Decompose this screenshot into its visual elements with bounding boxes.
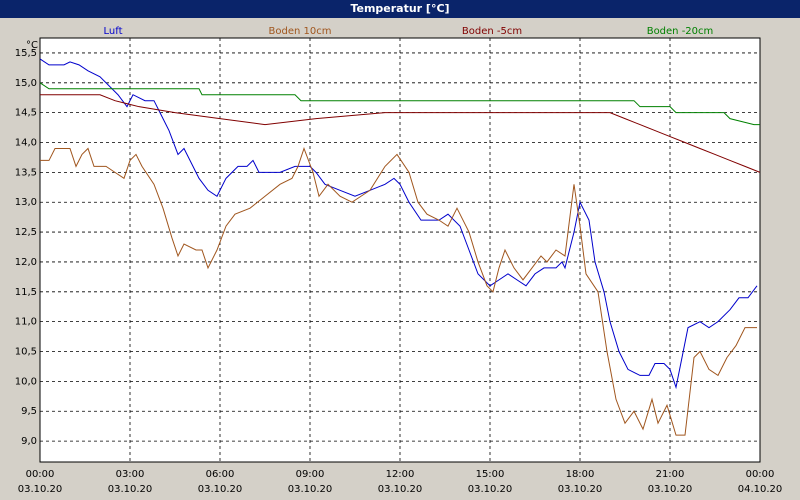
- legend-entry: Boden 10cm: [269, 26, 332, 37]
- x-tick-date: 03.10.20: [558, 484, 603, 495]
- y-tick-label: 10,0: [15, 376, 37, 387]
- series-line: [40, 146, 757, 436]
- x-tick-date: 03.10.20: [378, 484, 423, 495]
- y-tick-label: 10,5: [15, 347, 37, 358]
- chart-title: Temperatur [°C]: [350, 2, 449, 15]
- x-tick-label: 00:00: [746, 469, 775, 480]
- x-tick-label: 21:00: [656, 469, 685, 480]
- x-tick-date: 03.10.20: [648, 484, 693, 495]
- y-tick-label: 12,0: [15, 257, 37, 268]
- series-line: [40, 94, 761, 173]
- x-tick-label: 00:00: [26, 469, 55, 480]
- y-unit: °C: [26, 40, 38, 51]
- y-tick-label: 15,5: [15, 48, 37, 59]
- y-tick-label: 12,5: [15, 227, 37, 238]
- y-tick-label: 13,5: [15, 167, 37, 178]
- y-tick-label: 9,0: [21, 436, 37, 447]
- x-tick-label: 18:00: [566, 469, 595, 480]
- legend-entry: Luft: [104, 26, 123, 37]
- y-tick-label: 15,0: [15, 78, 37, 89]
- y-tick-label: 14,5: [15, 108, 37, 119]
- title-bar: [0, 0, 800, 18]
- y-tick-label: 13,0: [15, 197, 37, 208]
- y-tick-label: 14,0: [15, 138, 37, 149]
- x-tick-date: 03.10.20: [198, 484, 243, 495]
- x-tick-date: 04.10.20: [738, 484, 783, 495]
- x-tick-label: 12:00: [386, 469, 415, 480]
- x-tick-label: 15:00: [476, 469, 505, 480]
- series-line: [39, 82, 760, 126]
- legend-entry: Boden -20cm: [647, 26, 714, 37]
- y-tick-label: 11,5: [15, 287, 37, 298]
- legend-entry: Boden -5cm: [462, 26, 522, 37]
- x-tick-date: 03.10.20: [468, 484, 513, 495]
- x-tick-label: 06:00: [206, 469, 235, 480]
- series-line: [39, 58, 758, 390]
- y-tick-label: 9,5: [21, 406, 37, 417]
- x-tick-label: 03:00: [116, 469, 145, 480]
- x-tick-date: 03.10.20: [18, 484, 63, 495]
- x-tick-label: 09:00: [296, 469, 325, 480]
- x-tick-date: 03.10.20: [288, 484, 333, 495]
- x-tick-date: 03.10.20: [108, 484, 153, 495]
- y-tick-label: 11,0: [15, 317, 37, 328]
